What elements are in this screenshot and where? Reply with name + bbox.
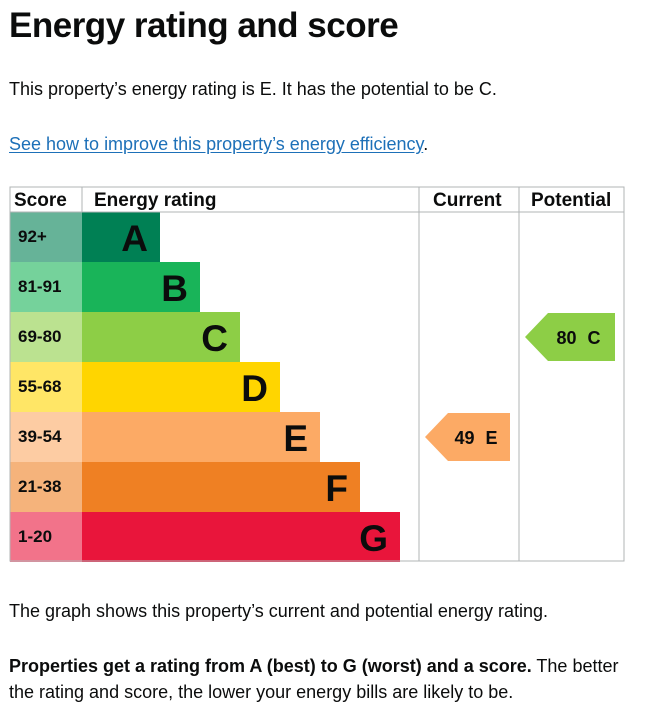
potential-column-header: Potential <box>531 190 611 211</box>
score-cell-a <box>10 212 82 262</box>
rating-summary: This property’s energy rating is E. It h… <box>9 79 497 99</box>
rating-letter-g: G <box>359 518 388 559</box>
rating-letter-f: F <box>325 468 348 509</box>
rating-bar-f <box>82 462 360 512</box>
rating-explanation-rest: The better the rating and score, the low… <box>9 656 619 702</box>
score-cell-b <box>10 262 82 312</box>
improve-paragraph: See how to improve this property’s energ… <box>9 131 428 157</box>
current-arrow <box>425 413 510 461</box>
improve-efficiency-link[interactable]: See how to improve this property’s energ… <box>9 134 424 154</box>
score-column-header: Score <box>14 190 67 211</box>
rating-bar-b <box>82 262 200 312</box>
rating-bar-g <box>82 512 400 562</box>
energy-rating-chart: Score Energy rating Current Potential 92+ A 81… <box>9 186 625 562</box>
current-column-header: Current <box>433 190 502 211</box>
energy-rating-column-header: Energy rating <box>94 190 216 211</box>
rating-explanation-bold: Properties get a rating from A (best) to… <box>9 656 532 676</box>
score-range-d: 55-68 <box>18 377 61 396</box>
rating-letter-e: E <box>283 418 308 459</box>
current-rating-label: 49 E <box>454 428 497 448</box>
rating-bar-e <box>82 412 320 462</box>
page-title: Energy rating and score <box>9 6 399 45</box>
rating-letter-a: A <box>121 218 148 259</box>
rating-bar-d <box>82 362 280 412</box>
score-range-b: 81-91 <box>18 277 61 296</box>
chart-border <box>9 186 625 562</box>
score-range-a: 92+ <box>18 227 47 246</box>
score-range-e: 39-54 <box>18 427 62 446</box>
potential-arrow <box>525 313 615 361</box>
rating-explanation: Properties get a rating from A (best) to… <box>9 653 639 705</box>
potential-rating-label: 80 C <box>556 328 600 348</box>
rating-bar-c <box>82 312 240 362</box>
score-range-c: 69-80 <box>18 327 61 346</box>
rating-letter-b: B <box>161 268 188 309</box>
rating-letter-d: D <box>241 368 268 409</box>
chart-caption: The graph shows this property’s current … <box>9 601 548 621</box>
rating-bar-a <box>82 212 160 262</box>
score-cell-e <box>10 412 82 462</box>
rating-letter-c: C <box>201 318 228 359</box>
score-cell-c <box>10 312 82 362</box>
score-cell-d <box>10 362 82 412</box>
improve-suffix: . <box>423 134 429 154</box>
score-range-g: 1-20 <box>18 527 52 546</box>
score-cell-f <box>10 462 82 512</box>
score-cell-g <box>10 512 82 562</box>
score-range-f: 21-38 <box>18 477 61 496</box>
